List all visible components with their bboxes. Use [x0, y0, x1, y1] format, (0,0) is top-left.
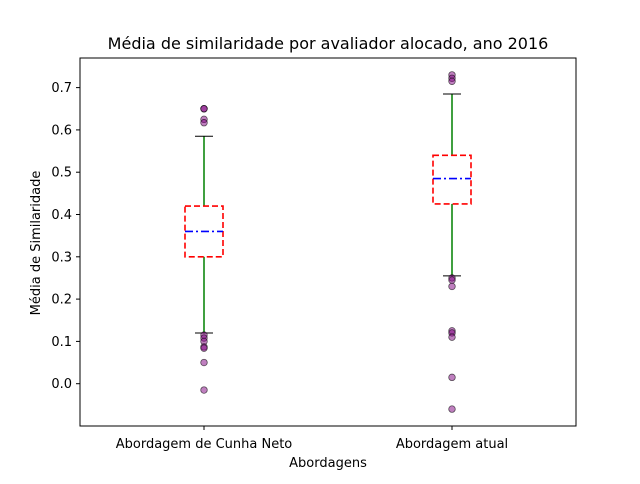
- outlier-point: [448, 276, 456, 284]
- outlier-point: [200, 105, 208, 113]
- outlier-point: [448, 333, 456, 341]
- outlier-point: [448, 373, 456, 382]
- y-tick-label: 0.4: [51, 208, 72, 223]
- outlier-point: [448, 405, 456, 413]
- y-tick-label: 0.0: [51, 377, 72, 392]
- x-tick-label: Abordagem atual: [396, 437, 508, 452]
- x-axis-label: Abordagens: [289, 456, 367, 471]
- outlier-point: [200, 358, 208, 367]
- y-axis-label: Média de Similaridade: [29, 171, 44, 316]
- y-tick-label: 0.1: [51, 335, 72, 350]
- chart-title: Média de similaridade por avaliador aloc…: [108, 34, 549, 53]
- plot-frame: [79, 57, 577, 427]
- plot-area: 0.0 0.1 0.2 0.3 0.4 0.5 0.6 0.7 Abordagem de Cun…: [51, 71, 508, 452]
- outlier-point: [448, 77, 456, 85]
- x-tick-label: Abordagem de Cunha Neto: [116, 437, 293, 452]
- y-tick-label: 0.6: [51, 123, 72, 138]
- outlier-point: [200, 344, 208, 352]
- y-tick-label: 0.2: [51, 293, 72, 308]
- outlier-point: [448, 282, 456, 291]
- outlier-point: [200, 119, 208, 127]
- y-tick-label: 0.7: [51, 81, 72, 96]
- outlier-point: [200, 386, 208, 394]
- box-iqr: [432, 154, 472, 205]
- y-tick-label: 0.5: [51, 166, 72, 181]
- y-tick-label: 0.3: [51, 250, 72, 265]
